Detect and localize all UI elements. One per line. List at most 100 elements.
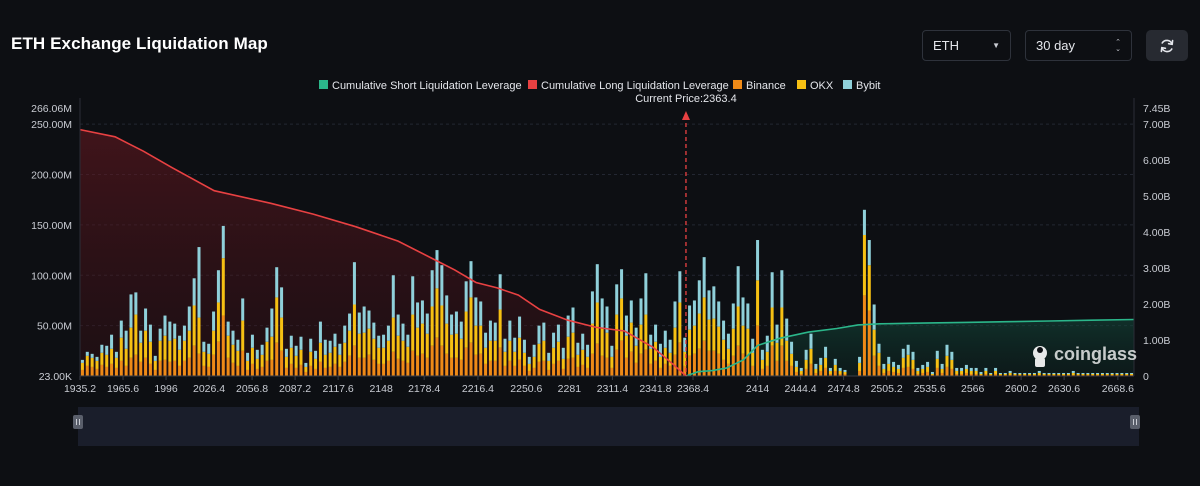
range-slider[interactable] — [73, 407, 1140, 446]
period-select[interactable]: 30 day ⌃ ⌄ — [1025, 30, 1132, 61]
bar-bybit — [989, 372, 993, 374]
bar-okx — [1052, 373, 1056, 375]
bar-bybit — [1062, 372, 1066, 374]
bar-binance — [348, 355, 352, 376]
bar-binance — [887, 370, 891, 376]
bar-binance — [547, 369, 551, 376]
symbol-select[interactable]: ETH ▼ — [922, 30, 1011, 61]
bar-bybit — [367, 310, 371, 329]
bar-binance — [401, 360, 405, 376]
bar-okx — [901, 357, 905, 368]
bar-binance — [304, 371, 308, 376]
bar-binance — [343, 361, 347, 376]
bar-bybit — [153, 355, 157, 361]
bar-okx — [639, 324, 643, 354]
bar-bybit — [250, 334, 254, 348]
bar-binance — [620, 340, 624, 376]
bar-okx — [595, 302, 599, 344]
bar-okx — [697, 313, 701, 349]
bar-bybit — [1008, 370, 1012, 373]
y-right-tick-label: 4.00B — [1143, 227, 1170, 239]
y-right-tick-label: 2.00B — [1143, 299, 1170, 311]
bar-binance — [411, 350, 415, 376]
bar-okx — [683, 351, 687, 366]
bar-binance — [590, 353, 594, 376]
bar-bybit — [717, 301, 721, 327]
bar-binance — [1042, 374, 1046, 376]
bar-okx — [1076, 373, 1080, 375]
bar-bybit — [527, 356, 531, 364]
bar-binance — [663, 363, 667, 376]
chart-legend: Cumulative Short Liquidation Leverage Cu… — [319, 80, 880, 92]
range-slider-right-handle[interactable] — [1130, 415, 1140, 429]
bar-bybit — [974, 367, 978, 371]
bar-binance — [964, 372, 968, 376]
bar-bybit — [780, 270, 784, 308]
bar-okx — [736, 306, 740, 346]
bar-binance — [736, 345, 740, 376]
bar-binance — [1071, 374, 1075, 376]
bar-okx — [843, 371, 847, 374]
legend-item-long[interactable]: Cumulative Long Liquidation Leverage — [528, 80, 729, 92]
bar-binance — [872, 355, 876, 376]
bar-okx — [304, 366, 308, 372]
bar-okx — [882, 368, 886, 373]
bar-binance — [838, 373, 842, 376]
bar-okx — [858, 362, 862, 371]
bar-binance — [148, 363, 152, 376]
x-tick-label: 2117.6 — [322, 383, 353, 395]
bar-bybit — [756, 240, 760, 281]
bar-binance — [357, 357, 361, 376]
bar-binance — [372, 359, 376, 376]
bar-okx — [1023, 373, 1027, 375]
y-right-tick-label: 5.00B — [1143, 191, 1170, 203]
bar-bybit — [119, 320, 123, 338]
bar-bybit — [144, 308, 148, 331]
bar-okx — [148, 341, 152, 364]
refresh-button[interactable] — [1146, 30, 1188, 61]
bar-okx — [498, 309, 502, 348]
bar-okx — [479, 325, 483, 354]
bar-bybit — [85, 351, 89, 356]
bar-bybit — [688, 305, 692, 330]
bar-bybit — [406, 334, 410, 347]
legend-item-short[interactable]: Cumulative Short Liquidation Leverage — [319, 80, 522, 92]
x-tick-label: 2148 — [369, 383, 393, 395]
bar-binance — [367, 354, 371, 376]
bar-bybit — [309, 338, 313, 352]
bar-bybit — [139, 330, 143, 343]
bar-okx — [294, 355, 298, 368]
bar-okx — [790, 353, 794, 366]
range-slider-left-handle[interactable] — [73, 415, 83, 429]
bar-okx — [192, 305, 196, 346]
bar-okx — [892, 366, 896, 372]
bar-bybit — [454, 311, 458, 334]
bar-okx — [799, 370, 803, 374]
bar-okx — [144, 330, 148, 358]
bar-binance — [527, 370, 531, 376]
bar-bybit — [624, 315, 628, 336]
bar-okx — [1091, 373, 1095, 375]
bar-okx — [955, 370, 959, 374]
bar-bybit — [998, 372, 1002, 374]
x-tick-label: 2341.8 — [639, 383, 671, 395]
cumulative-lines — [79, 128, 1135, 377]
legend-item-bybit[interactable]: Bybit — [843, 80, 880, 92]
bar-bybit — [362, 306, 366, 333]
bar-bybit — [930, 371, 934, 374]
legend-item-okx[interactable]: OKX — [797, 80, 834, 92]
bar-okx — [576, 354, 580, 367]
bar-bybit — [80, 359, 84, 363]
bar-binance — [518, 359, 522, 376]
bar-binance — [629, 351, 633, 376]
bar-okx — [197, 317, 201, 354]
x-tick-label: 1965.6 — [107, 383, 139, 395]
bar-okx — [226, 335, 230, 358]
legend-swatch-bybit — [843, 80, 852, 89]
bar-bybit — [552, 332, 556, 348]
bar-binance — [503, 365, 507, 376]
legend-item-binance[interactable]: Binance — [733, 80, 786, 92]
current-price-marker: Current Price:2363.4 — [635, 93, 737, 376]
bar-binance — [182, 360, 186, 376]
bar-bybit — [105, 345, 109, 355]
